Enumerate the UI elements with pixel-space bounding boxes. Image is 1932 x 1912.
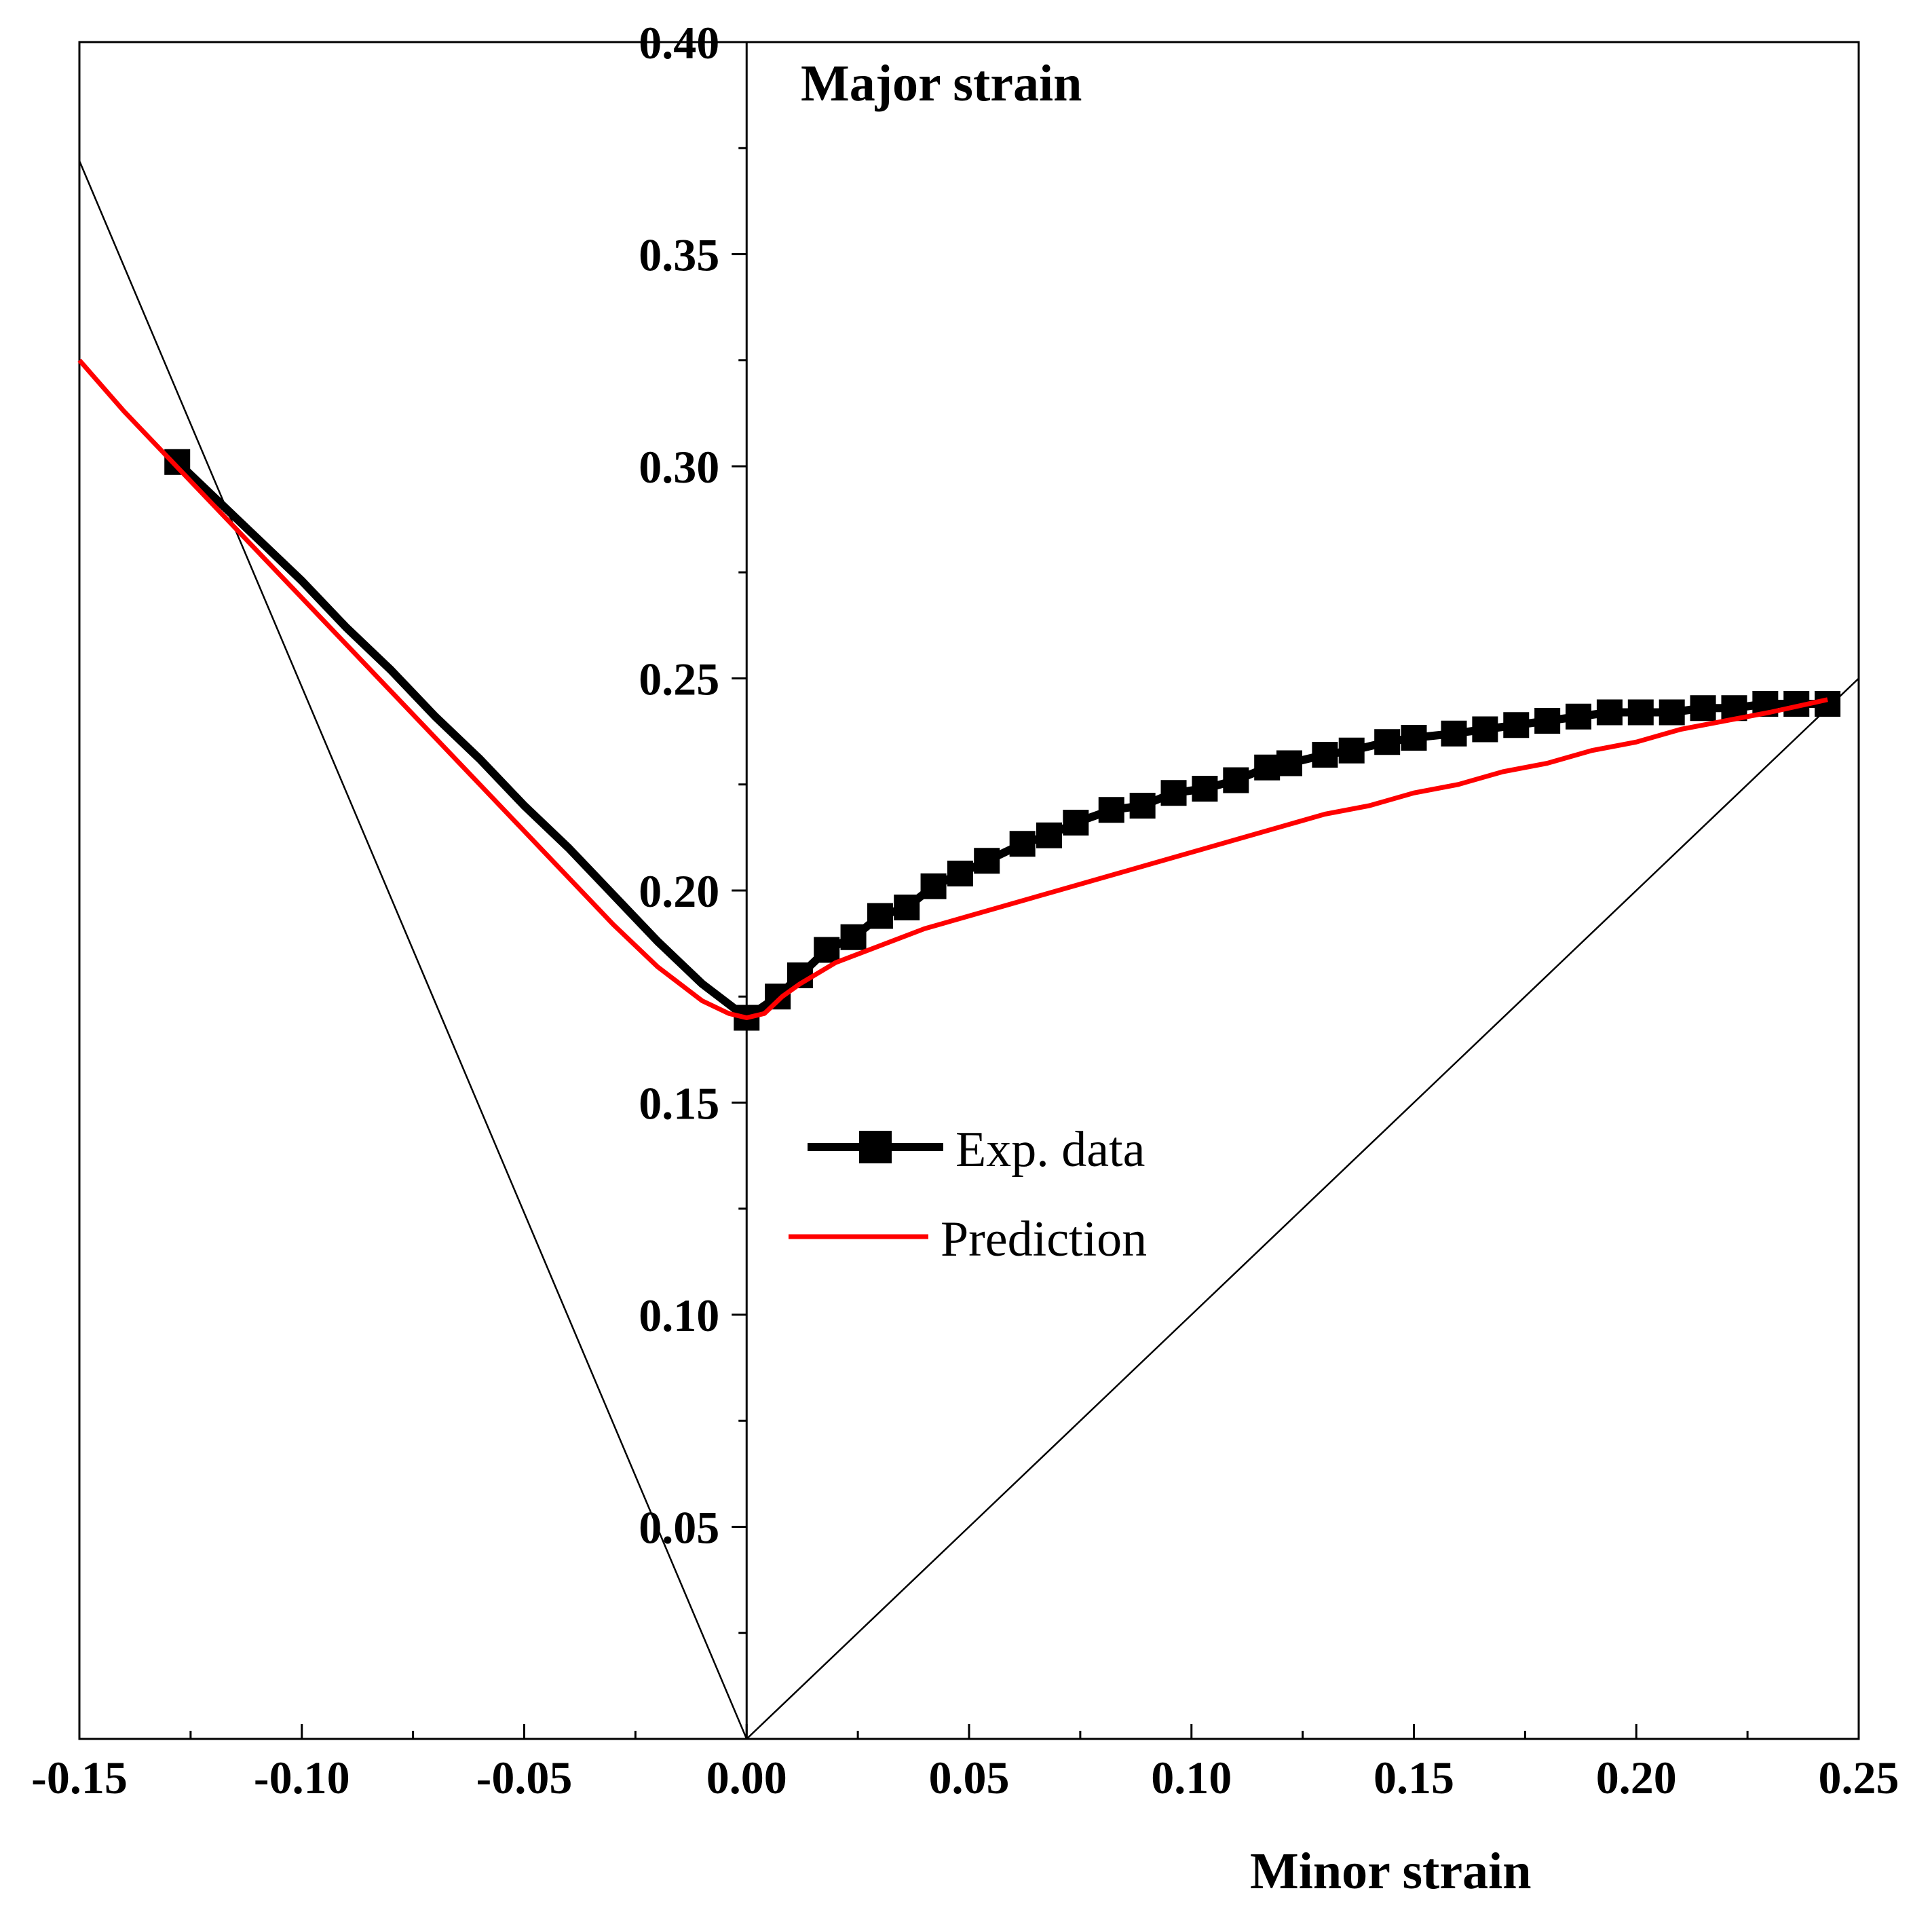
equibiaxial-reference: [746, 677, 1859, 1740]
y-tick-label: 0.30: [639, 441, 719, 493]
exp-data-point: [1627, 699, 1654, 726]
exp-data-point: [1596, 699, 1623, 726]
y-tick-label: 0.05: [639, 1502, 719, 1554]
exp-data-point: [974, 848, 1000, 874]
exp-data-point: [867, 903, 893, 929]
x-axis-title: Minor strain: [1250, 1843, 1531, 1900]
y-axis-title: Major strain: [801, 55, 1082, 112]
y-tick-label: 0.10: [639, 1290, 719, 1341]
y-tick-label: 0.40: [639, 17, 719, 69]
exp-data-point: [1192, 776, 1218, 802]
exp-data-point: [1566, 703, 1592, 730]
exp-data-line: [174, 459, 1828, 1022]
exp-data-point: [1223, 767, 1249, 793]
exp-data-point: [920, 873, 947, 899]
exp-data-point: [1063, 810, 1089, 836]
legend-exp-marker: [859, 1131, 892, 1163]
exp-data-point: [840, 924, 867, 950]
exp-data-point: [894, 895, 920, 920]
exp-data-point: [1160, 780, 1187, 806]
y-tick-label: 0.35: [639, 229, 719, 281]
exp-data-point: [1276, 750, 1302, 776]
exp-data-point: [1129, 793, 1156, 819]
legend-prediction-label: Prediction: [941, 1212, 1147, 1267]
y-tick-label: 0.25: [639, 654, 719, 705]
exp-data-point: [1098, 797, 1124, 823]
exp-data-point: [1312, 742, 1338, 768]
legend: Exp. data Prediction: [789, 1122, 1147, 1267]
x-tick-label: 0.20: [1596, 1752, 1677, 1803]
uniaxial-reference: [78, 160, 748, 1740]
x-tick-label: -0.15: [31, 1752, 128, 1803]
y-tick-label: 0.15: [639, 1078, 719, 1129]
x-tick-label: 0.15: [1374, 1752, 1454, 1803]
axis-ticks: -0.15 -0.10 -0.05 0.00 0.05 0.10 0.15 0.20 0.25 0…: [31, 17, 1899, 1803]
x-tick-label: 0.05: [929, 1752, 1010, 1803]
x-tick-label: 0.10: [1151, 1752, 1232, 1803]
exp-data-point: [1659, 699, 1685, 726]
x-tick-label: 0.00: [706, 1752, 787, 1803]
exp-data-point: [765, 983, 791, 1010]
prediction-line: [77, 358, 1828, 1020]
exp-data-point: [1036, 822, 1062, 848]
legend-exp-label: Exp. data: [955, 1122, 1145, 1178]
exp-data-point: [1401, 725, 1427, 751]
y-tick-label: 0.20: [639, 865, 719, 917]
exp-data-point: [814, 937, 840, 963]
reference-lines: [78, 160, 1859, 1740]
exp-data-point: [1009, 831, 1036, 857]
exp-data-point: [1472, 716, 1498, 743]
exp-data-point: [1374, 729, 1401, 755]
x-tick-label: -0.05: [476, 1752, 573, 1803]
series-layer: [77, 358, 1841, 1031]
exp-data-point: [947, 861, 973, 886]
plot-frame: [78, 41, 1860, 1740]
exp-data-point: [1534, 708, 1561, 734]
exp-data-point: [1690, 695, 1716, 721]
exp-data-point: [1254, 754, 1281, 781]
exp-data-point: [1441, 720, 1467, 747]
exp-data-point: [164, 449, 191, 475]
x-tick-label: 0.25: [1819, 1752, 1899, 1803]
x-tick-label: -0.10: [254, 1752, 350, 1803]
exp-data-point: [1503, 712, 1530, 738]
exp-data-point: [1338, 737, 1365, 764]
